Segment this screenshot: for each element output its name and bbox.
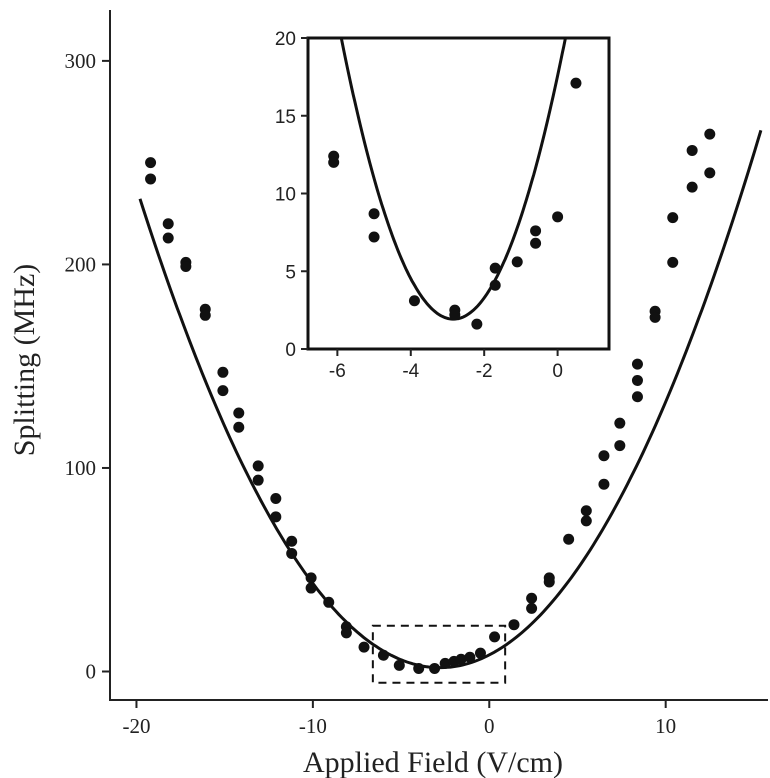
data-point (667, 256, 679, 268)
y-axis-title: Splitting (MHz) (8, 264, 41, 457)
y-tick-label: 300 (65, 49, 97, 73)
x-tick-label: -20 (122, 714, 150, 738)
inset-data-point (489, 279, 501, 291)
data-point (704, 167, 716, 179)
inset-y-tick-label: 0 (285, 340, 296, 361)
inset-data-point (552, 211, 564, 223)
data-point (614, 417, 626, 429)
data-point (667, 212, 679, 224)
y-tick-label: 100 (65, 456, 97, 480)
data-point (377, 649, 389, 661)
data-point (358, 641, 370, 653)
inset-data-point (570, 77, 582, 89)
data-point (180, 260, 192, 272)
inset-data-point (530, 225, 542, 237)
inset-x-tick-label: 0 (552, 361, 563, 382)
data-point (162, 218, 174, 230)
data-point (145, 173, 157, 185)
data-point (508, 619, 520, 631)
inset-data-point (368, 208, 380, 220)
data-point (598, 478, 610, 490)
inset-data-point (368, 231, 380, 243)
inset-data-point (530, 237, 542, 249)
data-point (252, 474, 264, 486)
data-point (614, 440, 626, 452)
inset-x-tick-label: -4 (402, 361, 419, 382)
data-point (580, 505, 592, 517)
data-point (286, 547, 298, 559)
data-point (464, 651, 476, 663)
inset-data-point (408, 295, 420, 307)
x-tick-label: 0 (484, 714, 495, 738)
x-tick-label: 10 (655, 714, 676, 738)
inset-region-box (371, 624, 507, 684)
inset-data-point (511, 256, 523, 268)
x-axis-title: Applied Field (V/cm) (303, 746, 563, 778)
data-point (217, 366, 229, 378)
inset-data-point (471, 318, 483, 330)
data-point (323, 596, 335, 608)
inset-data-point (328, 156, 340, 168)
data-point (162, 232, 174, 244)
data-point (704, 128, 716, 140)
data-point (686, 144, 698, 156)
data-point (305, 582, 317, 594)
data-point (429, 662, 441, 674)
data-point (543, 576, 555, 588)
data-point (145, 157, 157, 169)
data-point (286, 535, 298, 547)
data-point (393, 659, 405, 671)
data-point (631, 358, 643, 370)
inset-plot: -6 -4 -2 0 0 5 10 15 20 (275, 29, 611, 382)
data-point (340, 627, 352, 639)
data-point (305, 572, 317, 584)
inset-x-tick-label: -6 (329, 361, 346, 382)
inset-y-tick-label: 20 (275, 29, 296, 50)
data-point (686, 181, 698, 193)
y-tick-label: 0 (86, 660, 97, 684)
inset-x-tick-label: -2 (476, 361, 493, 382)
data-point (489, 631, 501, 643)
data-point (439, 657, 451, 669)
data-point (270, 492, 282, 504)
data-point (199, 309, 211, 321)
y-tick-label: 200 (65, 252, 97, 276)
data-point (270, 511, 282, 523)
inset-frame (306, 36, 611, 351)
inset-y-tick-label: 5 (285, 262, 296, 283)
data-point (252, 460, 264, 472)
fit-curve (138, 129, 763, 670)
inset-data-point (449, 309, 461, 321)
data-point (233, 421, 245, 433)
inset-y-tick-label: 15 (275, 107, 296, 128)
data-point (413, 662, 425, 674)
data-point (233, 407, 245, 419)
data-point (474, 647, 486, 659)
data-point (526, 592, 538, 604)
data-point (598, 450, 610, 462)
inset-y-tick-label: 10 (275, 185, 296, 206)
data-point (631, 391, 643, 403)
inset-data-point (489, 262, 501, 274)
data-point (217, 385, 229, 397)
data-point (649, 311, 661, 323)
data-point (563, 533, 575, 545)
x-tick-label: -10 (299, 714, 327, 738)
main-axes (109, 10, 768, 701)
data-point (580, 515, 592, 527)
data-point (526, 602, 538, 614)
data-point (631, 374, 643, 386)
data-point (455, 653, 467, 665)
